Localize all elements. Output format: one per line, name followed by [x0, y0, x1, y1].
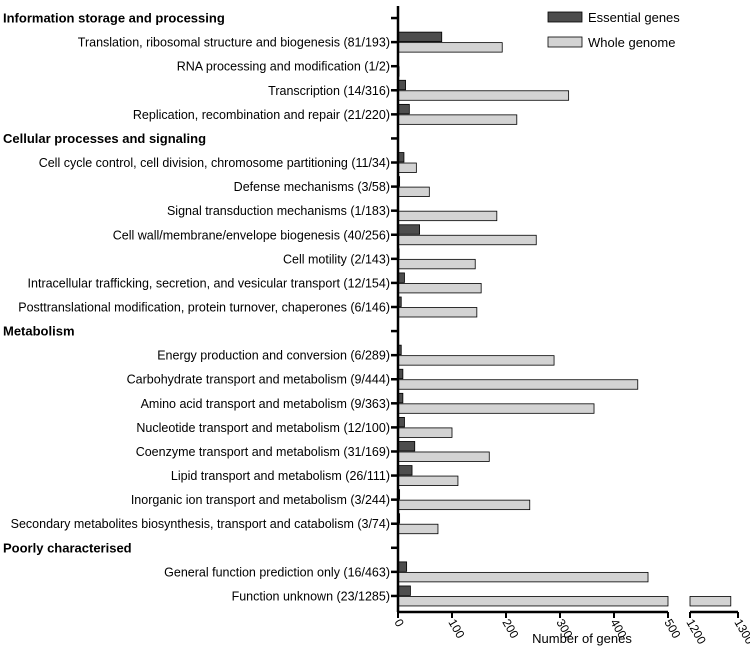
category-labels: Information storage and processing Transl… [3, 11, 390, 604]
category-label: Coenzyme transport and metabolism (31/16… [136, 445, 390, 459]
bar-whole-genome [397, 162, 417, 173]
category-label: Defense mechanisms (3/58) [234, 180, 390, 194]
bar-whole-genome [397, 186, 430, 198]
x-tick-label: 1300 [731, 617, 750, 647]
legend-swatch-essential [547, 11, 583, 23]
category-label: Translation, ribosomal structure and bio… [78, 36, 390, 50]
legend-swatch-whole-genome [547, 36, 583, 48]
category-label: Cell cycle control, cell division, chrom… [39, 156, 390, 170]
bar-essential [397, 561, 408, 572]
category-label: Inorganic ion transport and metabolism (… [131, 493, 390, 507]
x-tick-label: 100 [445, 617, 467, 642]
x-axis-title: Number of genes [532, 631, 632, 646]
bar-whole-genome [397, 499, 531, 511]
bar-whole-genome [397, 427, 453, 438]
category-label: Cell wall/membrane/envelope biogenesis (… [113, 228, 390, 242]
category-label: Transcription (14/316) [268, 84, 390, 98]
bar-whole-genome [397, 90, 570, 101]
bar-whole-genome [397, 114, 518, 125]
category-label: Secondary metabolites biosynthesis, tran… [11, 517, 390, 531]
bar-whole-genome [397, 283, 482, 294]
category-label: Signal transduction mechanisms (1/183) [167, 204, 390, 218]
x-tick-label: 200 [499, 617, 521, 642]
category-label: Posttranslational modification, protein … [18, 301, 390, 315]
bar-whole-genome [397, 355, 555, 366]
bar-whole-genome [397, 258, 476, 270]
legend: Essential genes Whole genome [547, 10, 680, 50]
bar-essential [397, 103, 410, 115]
bar-essential [397, 441, 416, 452]
bar-whole-genome [397, 234, 537, 246]
bar-whole-genome [397, 451, 490, 462]
legend-label-whole-genome: Whole genome [588, 35, 675, 50]
legend-label-essential: Essential genes [588, 10, 680, 25]
bar-whole-genome [397, 379, 639, 390]
category-label: Energy production and conversion (6/289) [157, 349, 390, 363]
category-label: Intracellular trafficking, secretion, an… [28, 276, 390, 290]
bar-whole-genome-continued [689, 596, 732, 607]
category-label: Nucleotide transport and metabolism (12/… [136, 421, 390, 435]
bar-marks [397, 31, 732, 607]
category-label: RNA processing and modification (1/2) [177, 60, 390, 74]
bar-whole-genome [397, 571, 649, 583]
category-label: Amino acid transport and metabolism (9/3… [141, 397, 390, 411]
bar-whole-genome [397, 307, 478, 318]
x-tick-label: 500 [661, 617, 683, 642]
group-title: Cellular processes and signaling [3, 131, 206, 146]
x-tick-label: 0 [391, 617, 407, 630]
bar-essential [397, 31, 443, 43]
bar-whole-genome [397, 210, 498, 222]
category-label: Lipid transport and metabolism (26/111) [171, 469, 390, 483]
x-tick-label: 1200 [683, 617, 709, 647]
category-label: Replication, recombination and repair (2… [133, 108, 390, 122]
bar-whole-genome [397, 403, 595, 414]
category-label: General function prediction only (16/463… [164, 565, 390, 579]
bar-whole-genome [397, 596, 669, 607]
group-title: Poorly characterised [3, 540, 132, 555]
category-label: Cell motility (2/143) [283, 252, 390, 266]
bar-whole-genome [397, 42, 503, 53]
bar-essential [397, 465, 413, 476]
bar-essential [397, 224, 421, 235]
group-title: Metabolism [3, 324, 75, 339]
bar-whole-genome [397, 475, 459, 486]
group-title: Information storage and processing [3, 11, 225, 26]
category-label: Carbohydrate transport and metabolism (9… [127, 373, 390, 387]
bar-whole-genome [397, 523, 439, 535]
category-label: Function unknown (23/1285) [232, 589, 390, 603]
bar-essential [397, 585, 411, 596]
